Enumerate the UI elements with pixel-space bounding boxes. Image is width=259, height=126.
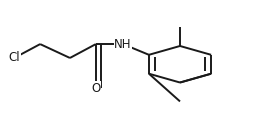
Text: Cl: Cl xyxy=(9,51,20,65)
Text: O: O xyxy=(91,82,100,95)
Text: NH: NH xyxy=(114,38,132,51)
